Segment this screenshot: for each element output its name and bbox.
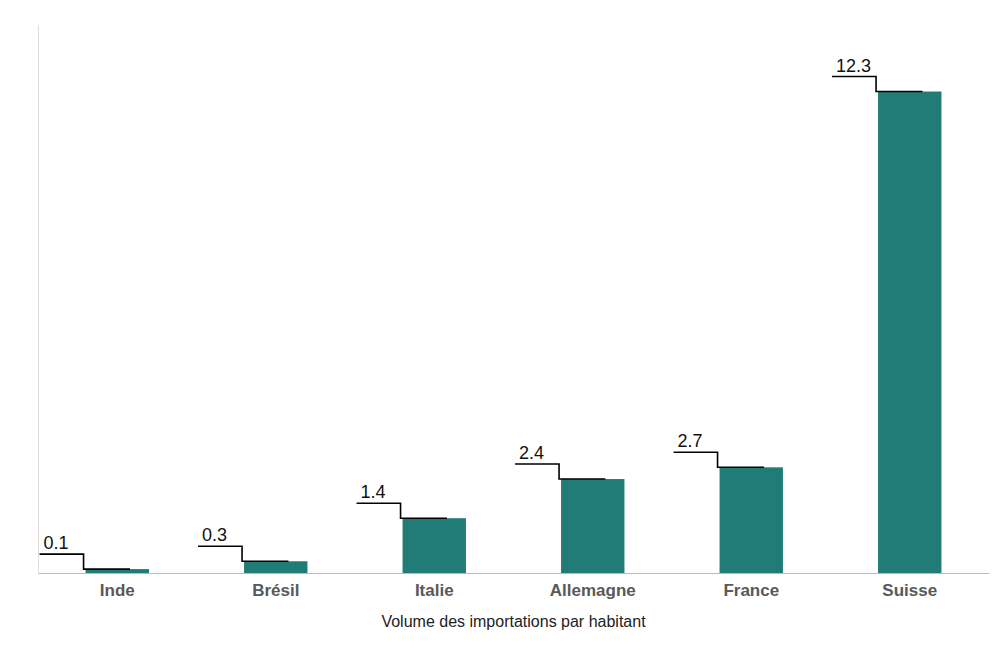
bar (720, 467, 783, 573)
x-axis-title: Volume des importations par habitant (381, 613, 646, 630)
data-label: 12.3 (836, 56, 871, 76)
chart: Inde Brésil Italie Allemagne France Suisse 0.1… (0, 0, 1000, 650)
x-axis: Inde Brésil Italie Allemagne France Suisse (39, 574, 990, 601)
bar (878, 92, 941, 573)
y-axis (38, 26, 39, 574)
bar (561, 479, 624, 573)
label-leader (198, 546, 288, 561)
label-leader (832, 77, 922, 92)
bars (86, 92, 942, 573)
bar (403, 518, 466, 573)
x-tick-label: France (723, 581, 779, 600)
x-tick: Inde (100, 581, 135, 600)
data-label: 1.4 (361, 482, 386, 502)
label-leader (40, 554, 130, 569)
x-tick-label: Italie (415, 581, 454, 600)
label-leader (515, 464, 605, 479)
label-leader (357, 503, 447, 518)
x-tick: France (723, 581, 779, 600)
x-tick-label: Inde (100, 581, 135, 600)
x-tick-label: Allemagne (550, 581, 636, 600)
data-label: 0.3 (202, 525, 227, 545)
bar (244, 561, 307, 573)
data-labels: 0.1 0.3 1.4 2.4 2.7 12.3 (40, 56, 923, 570)
x-tick-label: Brésil (252, 581, 299, 600)
y-axis-line (38, 26, 39, 574)
x-tick: Suisse (882, 581, 937, 600)
label-leader (674, 452, 764, 467)
x-axis-line (39, 573, 990, 574)
data-label: 2.7 (678, 431, 703, 451)
x-tick: Allemagne (550, 581, 636, 600)
data-label: 0.1 (44, 533, 69, 553)
x-tick: Italie (415, 581, 454, 600)
x-tick-label: Suisse (882, 581, 937, 600)
x-tick: Brésil (252, 581, 299, 600)
data-label: 2.4 (519, 443, 544, 463)
